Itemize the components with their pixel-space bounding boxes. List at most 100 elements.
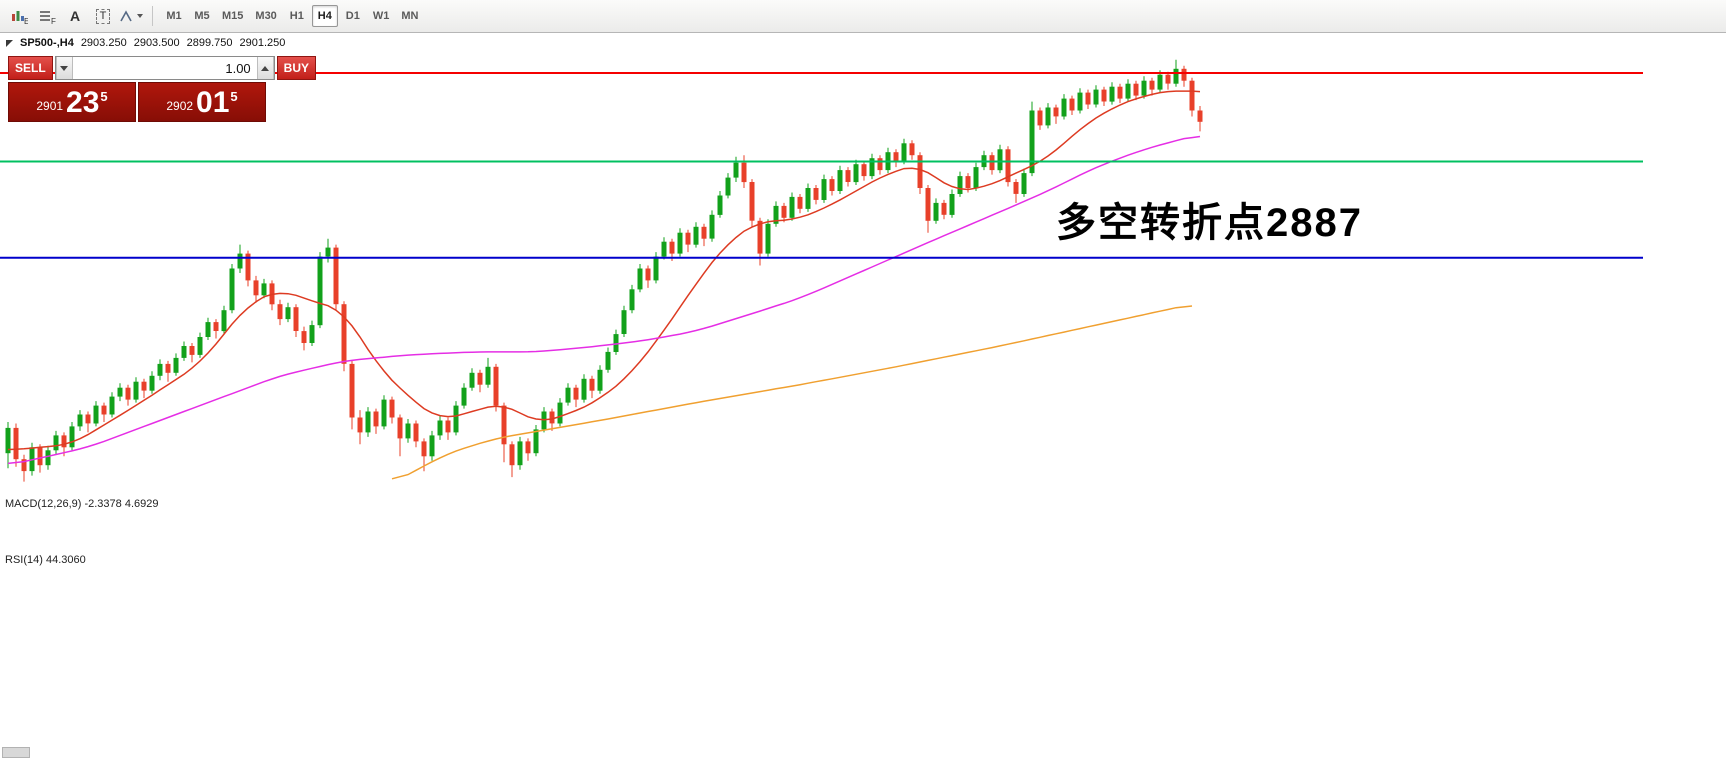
candle	[333, 244, 339, 311]
chart-window: SP500-,H4 2903.250 2903.500 2899.750 290…	[0, 34, 1726, 690]
candle	[1093, 85, 1099, 108]
candle	[949, 189, 955, 218]
candle	[509, 441, 515, 478]
candle	[261, 278, 267, 299]
high-value: 2903.500	[133, 37, 180, 49]
candle	[1117, 83, 1123, 104]
sell-price-display[interactable]: 2901 23 5	[8, 82, 136, 122]
candle	[53, 430, 59, 455]
candle	[789, 192, 795, 221]
timeframe-h1-button[interactable]: H1	[289, 10, 304, 22]
indicators-icon: E	[11, 10, 28, 25]
candle	[325, 238, 331, 263]
candle	[461, 383, 467, 409]
candle	[1109, 82, 1115, 105]
candle	[165, 360, 171, 382]
sell-price-sup: 5	[100, 89, 108, 104]
candle	[773, 201, 779, 227]
candle	[629, 284, 635, 314]
candle	[725, 173, 731, 199]
buy-price-display[interactable]: 2902 01 5	[138, 82, 266, 122]
candle	[877, 155, 883, 175]
candle	[653, 252, 659, 284]
candle	[909, 140, 915, 160]
candle	[1181, 65, 1187, 87]
candle	[933, 198, 939, 224]
candle	[349, 360, 355, 430]
candle	[221, 305, 227, 335]
buy-button[interactable]: BUY	[276, 56, 317, 80]
volume-control	[54, 56, 275, 80]
sell-button[interactable]: SELL	[8, 56, 53, 80]
toolbar-separator	[152, 6, 153, 26]
text-tool-button[interactable]: T	[90, 4, 116, 28]
timeframe-m5-button[interactable]: M5	[194, 10, 210, 22]
chart-annotation-text[interactable]: 多空转折点2887	[1056, 201, 1363, 245]
candle	[397, 414, 403, 457]
candle	[557, 398, 563, 427]
candle	[1029, 101, 1035, 177]
timeframe-mn-button[interactable]: MN	[401, 10, 419, 22]
timeframe-m1-button[interactable]: M1	[166, 10, 182, 22]
timeframe-w1-button[interactable]: W1	[372, 10, 390, 22]
ma-mid-line[interactable]	[7, 135, 1201, 465]
timeframe-m30-button[interactable]: M30	[255, 10, 277, 22]
candle	[45, 445, 51, 470]
candle	[1061, 94, 1067, 120]
candle	[77, 410, 83, 431]
label-tool-button[interactable]: A	[62, 4, 88, 28]
shapes-icon	[120, 9, 132, 21]
candle	[285, 302, 291, 323]
candle	[1085, 89, 1091, 109]
volume-increase-button[interactable]	[256, 57, 274, 79]
candle	[661, 237, 667, 260]
candle	[1013, 179, 1019, 203]
buy-price-big: 01	[196, 86, 230, 119]
candle	[277, 299, 283, 326]
close-value: 2901.250	[239, 37, 286, 49]
ma-fast-line[interactable]	[7, 90, 1201, 451]
candle	[469, 368, 475, 391]
candle	[837, 165, 843, 194]
candle	[357, 410, 363, 445]
candle	[69, 422, 75, 451]
candle	[589, 375, 595, 399]
buy-price-prefix: 2902	[166, 99, 194, 113]
objects-list-button[interactable]: F	[34, 4, 60, 28]
ma-slow-line[interactable]	[391, 305, 1193, 480]
candle	[981, 150, 987, 171]
candle	[1021, 168, 1027, 197]
indicators-button[interactable]: E	[6, 4, 32, 28]
candle	[485, 357, 491, 388]
candle	[229, 264, 235, 314]
candle	[677, 228, 683, 257]
candle	[429, 430, 435, 461]
candle	[501, 402, 507, 463]
candle	[805, 183, 811, 212]
candle	[829, 176, 835, 196]
volume-decrease-button[interactable]	[55, 57, 73, 79]
candle	[917, 152, 923, 194]
candle	[901, 138, 907, 165]
candle	[1197, 106, 1203, 132]
timeframe-m15-button[interactable]: M15	[222, 10, 244, 22]
candle	[693, 222, 699, 248]
candle	[1133, 80, 1139, 101]
candlestick-series	[5, 59, 1203, 482]
candle	[21, 454, 27, 482]
candle	[581, 374, 587, 403]
drawing-tools-button[interactable]	[118, 4, 144, 28]
volume-input[interactable]	[72, 57, 257, 79]
timeframe-d1-button[interactable]: D1	[345, 10, 360, 22]
candle	[821, 174, 827, 203]
candle	[341, 301, 347, 372]
candle	[493, 363, 499, 412]
chevron-down-icon	[137, 14, 143, 18]
chart-canvas[interactable]	[0, 34, 1726, 690]
svg-text:F: F	[51, 17, 56, 25]
arrow-down-icon	[60, 65, 69, 71]
candle	[109, 392, 115, 418]
timeframe-h4-button[interactable]: H4	[311, 5, 338, 27]
candle	[317, 252, 323, 329]
candle	[1125, 79, 1131, 102]
